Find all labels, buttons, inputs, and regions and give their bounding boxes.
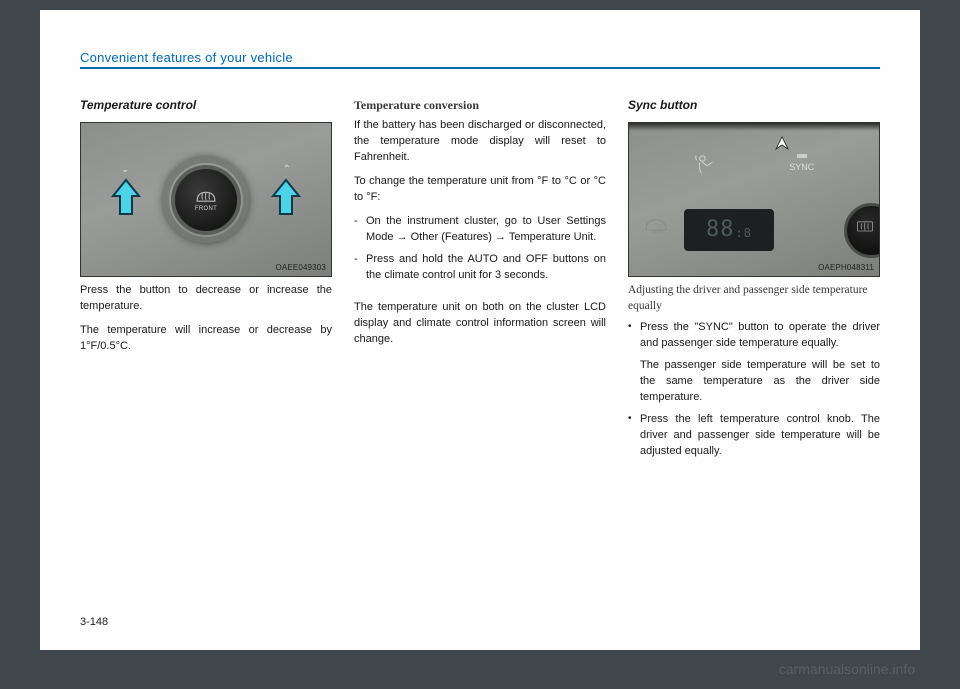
- temp-control-heading: Temperature control: [80, 97, 332, 114]
- front-defrost-knob: FRONT: [171, 165, 241, 235]
- temp-lcd-display: 88 :8: [684, 209, 774, 251]
- temp-control-p2: The temperature will increase or decreas…: [80, 323, 332, 355]
- sync-indicator-icon: [797, 154, 807, 158]
- sync-b2-text: Press the left temperature control knob.…: [640, 412, 880, 460]
- sync-subheading: Adjusting the driver and passenger side …: [628, 283, 880, 314]
- figure-temp-control: FRONT ⌄ ⌃ OAEE049303: [80, 122, 332, 277]
- page-header-title: Convenient features of your vehicle: [80, 50, 880, 67]
- header-rule: [80, 67, 880, 69]
- temp-conv-p3: The temperature unit on both on the clus…: [354, 300, 606, 348]
- dot-bullet: •: [628, 412, 640, 460]
- figure-sync-button: SYNC AUTO 88 :8: [628, 122, 880, 277]
- column-3: Sync button SYNC: [628, 97, 880, 466]
- sync-b1b: The passenger side temperature will be s…: [640, 358, 880, 406]
- sync-button-area: SYNC: [789, 154, 814, 174]
- sync-label-text: SYNC: [789, 161, 814, 174]
- temp-conv-b2-text: Press and hold the AUTO and OFF buttons …: [366, 252, 606, 284]
- figure-label-2: OAEPH048311: [818, 262, 874, 274]
- temp-conv-p2: To change the temperature unit from °F t…: [354, 174, 606, 206]
- increase-arrow-icon: [271, 178, 301, 218]
- auto-defrost-icon: AUTO: [644, 214, 672, 234]
- temp-control-p1: Press the button to decrease or increase…: [80, 283, 332, 315]
- lcd-main-value: 88: [706, 214, 735, 246]
- sync-panel-icons: SYNC: [629, 153, 879, 175]
- airflow-person-icon: [694, 153, 720, 175]
- temp-conv-bullet-1: - On the instrument cluster, go to User …: [354, 214, 606, 246]
- rear-knob: [844, 203, 880, 258]
- sync-pointer-arrow-icon: [774, 135, 790, 151]
- figure-label-1: OAEE049303: [275, 262, 326, 274]
- dot-bullet: •: [628, 320, 640, 406]
- decrease-arrow-icon: [111, 178, 141, 218]
- dash-bullet: -: [354, 214, 366, 246]
- svg-text:AUTO: AUTO: [652, 229, 663, 234]
- defrost-icon: [195, 187, 217, 203]
- sync-button-heading: Sync button: [628, 97, 880, 114]
- temp-conv-b1-text: On the instrument cluster, go to User Se…: [366, 214, 606, 246]
- panel-edge: [629, 123, 879, 131]
- manual-page: Convenient features of your vehicle Temp…: [40, 10, 920, 650]
- knob-label: FRONT: [195, 205, 217, 214]
- column-2: Temperature conversion If the battery ha…: [354, 97, 606, 466]
- dash-bullet: -: [354, 252, 366, 284]
- sync-b1a: Press the "SYNC" button to operate the d…: [640, 320, 880, 352]
- lcd-sub-value: :8: [736, 225, 752, 242]
- column-1: Temperature control FRONT ⌄ ⌃: [80, 97, 332, 466]
- watermark: carmanualsonline.info: [779, 661, 915, 677]
- sync-bullet-2: • Press the left temperature control kno…: [628, 412, 880, 460]
- chevron-up-icon: ⌃: [283, 163, 291, 178]
- sync-bullet-1: • Press the "SYNC" button to operate the…: [628, 320, 880, 406]
- sync-b1-text: Press the "SYNC" button to operate the d…: [640, 320, 880, 406]
- temp-conv-p1: If the battery has been discharged or di…: [354, 118, 606, 166]
- rear-defrost-icon: [855, 218, 875, 234]
- temp-conversion-heading: Temperature conversion: [354, 97, 606, 114]
- chevron-down-icon: ⌄: [121, 163, 129, 178]
- content-columns: Temperature control FRONT ⌄ ⌃: [80, 97, 880, 466]
- page-number: 3-148: [80, 616, 108, 628]
- temp-conv-bullet-2: - Press and hold the AUTO and OFF button…: [354, 252, 606, 284]
